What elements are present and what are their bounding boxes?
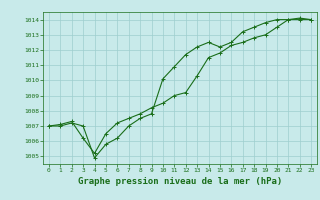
X-axis label: Graphe pression niveau de la mer (hPa): Graphe pression niveau de la mer (hPa)	[78, 177, 282, 186]
